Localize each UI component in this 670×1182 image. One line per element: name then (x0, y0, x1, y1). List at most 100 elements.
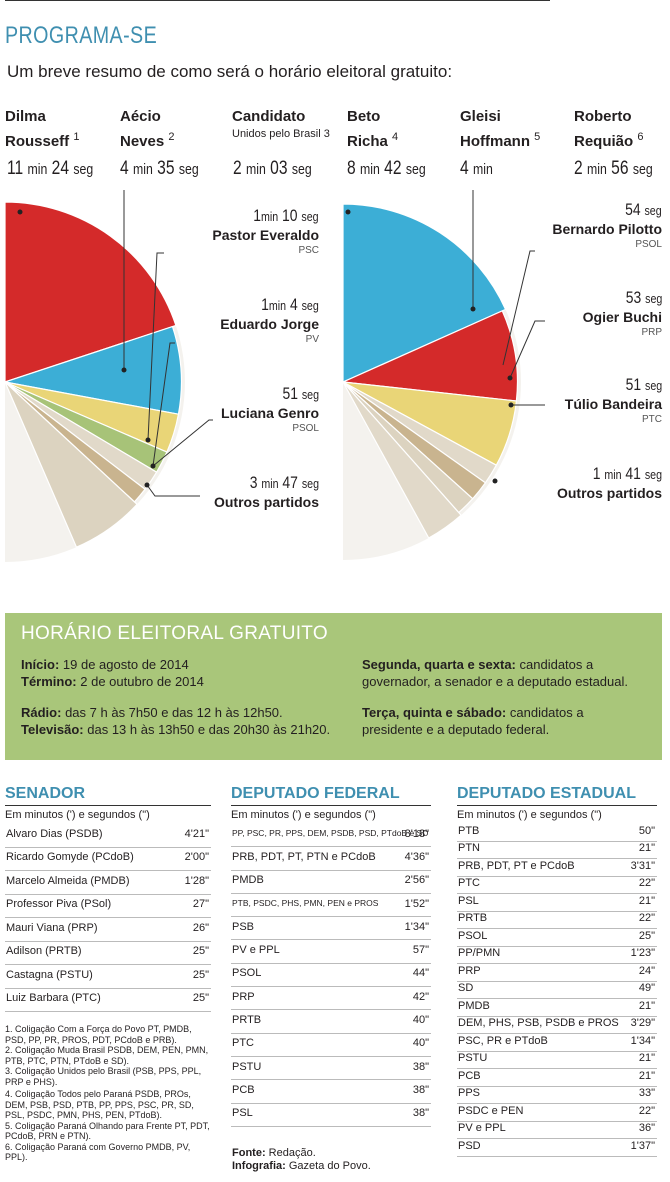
row-value: 22" (638, 1104, 655, 1117)
row-value: 8'18" (404, 827, 429, 840)
table-row: PCB 21" (457, 1069, 657, 1087)
leader-dot (121, 367, 127, 373)
footnote: 6. Coligação Paraná com Governo PMDB, PV… (5, 1141, 191, 1163)
table-title: DEPUTADO FEDERAL (231, 784, 431, 806)
row-value: 1'34" (404, 920, 429, 933)
table-row: PSOL 44" (231, 964, 431, 988)
table-row: PRP 42" (231, 987, 431, 1011)
row-value: 26" (192, 921, 209, 934)
table-deputado-estadual: DEPUTADO ESTADUAL Em minutos (') e segun… (457, 784, 657, 1157)
table-row: PTB, PSDC, PHS, PMN, PEN e PROS 1'52" (231, 894, 431, 918)
pie-slice-outros-partidos (342, 381, 462, 539)
table-row: PSOL 25" (457, 929, 657, 947)
row-label: PRTB (232, 1014, 262, 1027)
table-senador: SENADOR Em minutos (') e segundos (") Al… (5, 784, 211, 1012)
pie-slice-outros-partidos (4, 381, 138, 548)
table-row: SD 49" (457, 982, 657, 999)
leader-line (147, 252, 164, 441)
table-title: DEPUTADO ESTADUAL (457, 784, 657, 806)
row-label: PSD (458, 1139, 481, 1152)
candidate-gleisi: Gleisi Hoffmann 5 (460, 108, 541, 150)
leader-dot (470, 306, 476, 312)
pie-presidente (4, 190, 213, 562)
table-row: PRTB 22" (457, 912, 657, 929)
time-dilma: 11 min 24 seg (7, 158, 94, 179)
row-value: 22" (638, 877, 655, 890)
row-value: 21" (638, 842, 655, 855)
table-row: Professor Piva (PSol) 27" (5, 895, 211, 918)
top-rule (5, 0, 550, 1)
row-value: 3'31" (630, 859, 655, 872)
row-value: 33" (638, 1087, 655, 1100)
leader-dot (150, 463, 156, 469)
row-value: 44" (412, 967, 429, 980)
table-row: PTB 50" (457, 824, 657, 842)
row-value: 40" (412, 1037, 429, 1050)
row-value: 25" (192, 968, 209, 981)
row-label: Castagna (PSTU) (6, 968, 93, 981)
label-outros-presidente: 3 min 47 seg Outros partidos (213, 473, 319, 510)
table-subtitle: Em minutos (') e segundos (") (231, 809, 376, 821)
leader-line (152, 342, 175, 467)
row-value: 25" (192, 992, 209, 1005)
table-row: PRB, PDT, PT, PTN e PCdoB 4'36" (231, 847, 431, 871)
schedule-title: HORÁRIO ELEITORAL GRATUITO (21, 623, 328, 644)
row-label: Mauri Viana (PRP) (6, 921, 98, 934)
row-label: PMDB (458, 999, 490, 1012)
table-title: SENADOR (5, 784, 211, 806)
row-label: PRB, PDT, PT, PTN e PCdoB (232, 850, 376, 863)
footnote: 5. Coligação Paraná Olhando para Frente … (5, 1120, 210, 1142)
table-row: Luiz Barbara (PTC) 25" (5, 989, 211, 1012)
inicio: Início: 19 de agosto de 2014 (21, 657, 189, 672)
row-value: 40" (412, 1014, 429, 1027)
footnote: 2. Coligação Muda Brasil PSDB, DEM, PEN,… (5, 1045, 209, 1066)
row-value: 1'37" (630, 1139, 655, 1152)
pie-slice-gleisi-hoffmann (340, 310, 519, 402)
leader-dot (508, 402, 514, 408)
row-label: PTB (458, 824, 480, 837)
table-row: PSD 1'37" (457, 1139, 657, 1157)
row-label: PSC, PR e PTdoB (458, 1034, 548, 1047)
televisao: Televisão: das 13 h às 13h50 e das 20h30… (21, 722, 331, 737)
label-luciana-genro: 51 seg Luciana Genro PSOL (220, 384, 319, 434)
table-row: PMDB 21" (457, 999, 657, 1017)
row-value: 21" (638, 894, 655, 907)
row-label: PTC (232, 1037, 254, 1050)
pie-governador (340, 190, 545, 560)
leader-dot (144, 482, 150, 488)
segunda-quarta-sexta: Segunda, quarta e sexta: candidatos a gov… (362, 657, 628, 689)
time-gleisi: 4 min (460, 158, 493, 179)
time-unidos: 2 min 03 seg (233, 158, 312, 179)
row-label: PRP (458, 964, 481, 977)
table-row: PP/PMN 1'23" (457, 947, 657, 964)
row-value: 22" (638, 912, 655, 925)
row-label: PRP (232, 990, 255, 1003)
table-row: PV e PPL 36" (457, 1122, 657, 1139)
row-label: Alvaro Dias (PSDB) (6, 827, 103, 840)
table-row: PSB 1'34" (231, 917, 431, 941)
table-deputado-federal: DEPUTADO FEDERAL Em minutos (') e segund… (231, 784, 431, 1127)
source-credits: Fonte: Redação. Infografia: Gazeta do Po… (232, 1147, 371, 1172)
row-value: 4'21" (184, 827, 209, 840)
table-row: PSTU 38" (231, 1057, 431, 1081)
label-eduardo-jorge: 1min 4 seg Eduardo Jorge PV (220, 295, 319, 345)
row-label: Marcelo Almeida (PMDB) (6, 874, 130, 887)
time-aecio: 4 min 35 seg (120, 158, 199, 179)
row-value: 57" (412, 944, 429, 957)
row-label: PCB (232, 1083, 255, 1096)
time-requiao: 2 min 56 seg (574, 158, 653, 179)
table-row: PSL 38" (231, 1104, 431, 1127)
row-label: PTC (458, 877, 480, 890)
row-value: 21" (638, 1069, 655, 1082)
table-row: PRP 24" (457, 964, 657, 982)
row-value: 42" (412, 990, 429, 1003)
table-row: PSC, PR e PTdoB 1'34" (457, 1034, 657, 1052)
row-label: PSTU (458, 1052, 488, 1065)
candidate-aecio: Aécio Neves 2 (120, 108, 175, 150)
time-beto-richa: 8 min 42 seg (347, 158, 426, 179)
row-label: PP, PSC, PR, PPS, DEM, PSDB, PSD, PTdoB … (232, 827, 429, 838)
leader-line (509, 320, 545, 379)
row-label: Luiz Barbara (PTC) (6, 992, 101, 1005)
row-value: 38" (412, 1083, 429, 1096)
row-value: 27" (192, 898, 209, 911)
